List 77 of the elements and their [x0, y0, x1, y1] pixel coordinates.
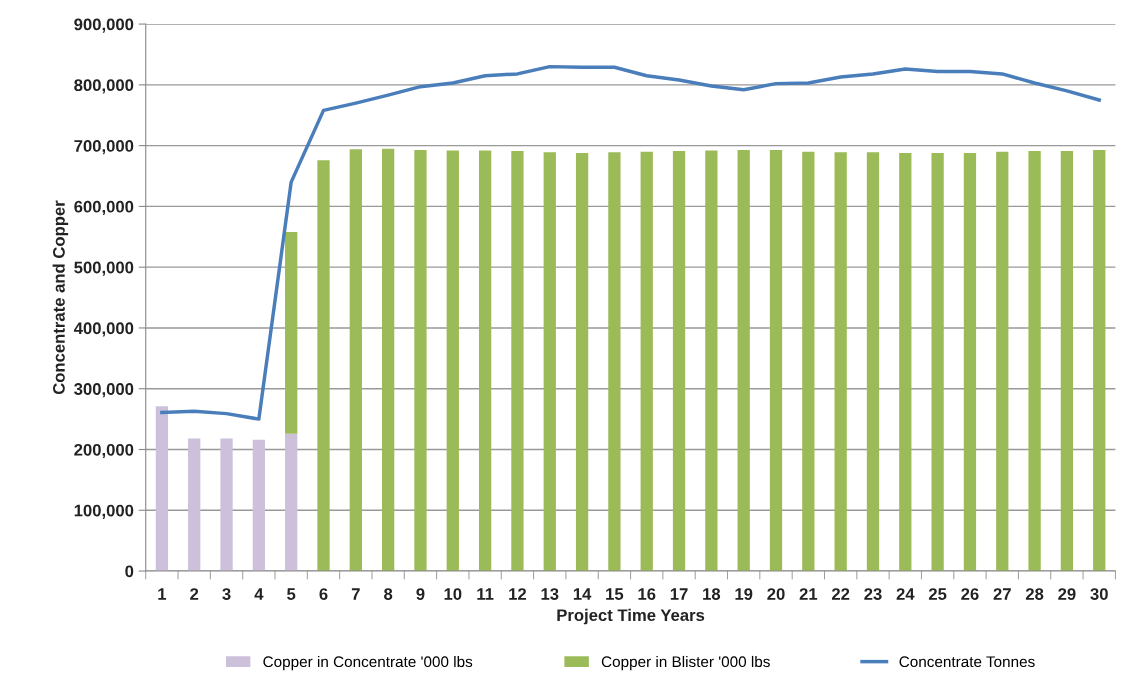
x-tick-label: 15	[606, 588, 624, 600]
x-axis-title: Project Time Years	[557, 608, 705, 625]
bar	[1060, 151, 1074, 572]
x-tick-label: 7	[351, 588, 360, 600]
bar	[382, 148, 395, 572]
bar	[963, 152, 977, 572]
bar	[414, 149, 427, 572]
bar	[899, 152, 912, 572]
x-tick-label: 20	[767, 588, 785, 600]
x-tick-label: 26	[961, 588, 979, 600]
bar	[640, 151, 653, 572]
y-tick-label: 400,000	[73, 322, 134, 337]
x-tick-label: 14	[573, 588, 592, 600]
bar	[317, 160, 330, 572]
bar	[737, 149, 750, 572]
bar	[802, 151, 815, 572]
x-tick-label: 19	[735, 588, 753, 600]
x-tick-label: 24	[896, 588, 915, 600]
x-tick-label: 27	[993, 588, 1011, 600]
x-tick-label: 17	[670, 588, 688, 600]
x-tick-label: 4	[254, 588, 264, 600]
bar	[834, 152, 847, 572]
y-tick-label: 600,000	[74, 200, 134, 216]
x-tick-label: 8	[384, 588, 393, 600]
bar	[349, 149, 362, 572]
bar	[931, 152, 944, 572]
x-tick-label: 12	[509, 588, 527, 600]
x-tick-label: 10	[444, 588, 462, 600]
y-tick-label: 300,000	[74, 383, 134, 398]
bar	[285, 231, 298, 434]
x-tick-label: 21	[799, 588, 818, 600]
x-tick-label: 25	[928, 588, 947, 600]
bar	[252, 439, 265, 572]
line-series	[160, 64, 1101, 421]
x-tick-label: 11	[477, 588, 494, 600]
x-tick-label: 16	[638, 588, 656, 600]
y-tick-label: 100,000	[74, 504, 134, 519]
bar	[672, 151, 686, 572]
y-tick-label: 0	[125, 565, 134, 578]
y-tick-label: 500,000	[74, 261, 134, 276]
bar	[285, 433, 298, 572]
x-tick-label: 28	[1025, 588, 1044, 600]
x-tick-label: 29	[1058, 588, 1076, 600]
y-tick-label: 200,000	[74, 443, 134, 459]
bar	[575, 152, 589, 572]
bar	[1093, 149, 1106, 572]
bar	[543, 152, 556, 572]
bar	[155, 406, 169, 572]
bar	[188, 438, 201, 572]
y-tick-label: 800,000	[74, 79, 134, 94]
x-tick-label: 1	[158, 588, 167, 600]
x-tick-label: 3	[222, 588, 231, 600]
bar	[220, 438, 233, 572]
legend-label: Copper in Concentrate '000 lbs	[263, 655, 473, 671]
bar	[478, 150, 492, 572]
x-tick-label: 9	[416, 588, 425, 600]
y-tick-label: 700,000	[74, 140, 134, 155]
bar	[1028, 151, 1041, 572]
bar	[608, 152, 621, 572]
legend-label: Concentrate Tonnes	[899, 656, 1035, 668]
bar	[446, 150, 459, 572]
x-tick-label: 22	[831, 588, 850, 600]
bar	[769, 149, 783, 572]
y-tick-label: 900,000	[74, 18, 134, 33]
x-tick-label: 30	[1090, 588, 1108, 600]
y-axis-title: Concentrate and Copper	[52, 200, 69, 395]
x-tick-label: 6	[319, 588, 328, 600]
x-tick-label: 5	[287, 588, 296, 600]
x-tick-label: 23	[864, 588, 882, 600]
bar	[511, 151, 524, 572]
bar	[866, 152, 880, 572]
x-tick-label: 2	[190, 588, 199, 600]
bar	[705, 150, 718, 572]
bar	[996, 151, 1009, 572]
x-tick-label: 18	[703, 588, 721, 600]
legend-label: Copper in Blister '000 lbs	[601, 655, 770, 671]
x-tick-label: 13	[541, 588, 559, 600]
